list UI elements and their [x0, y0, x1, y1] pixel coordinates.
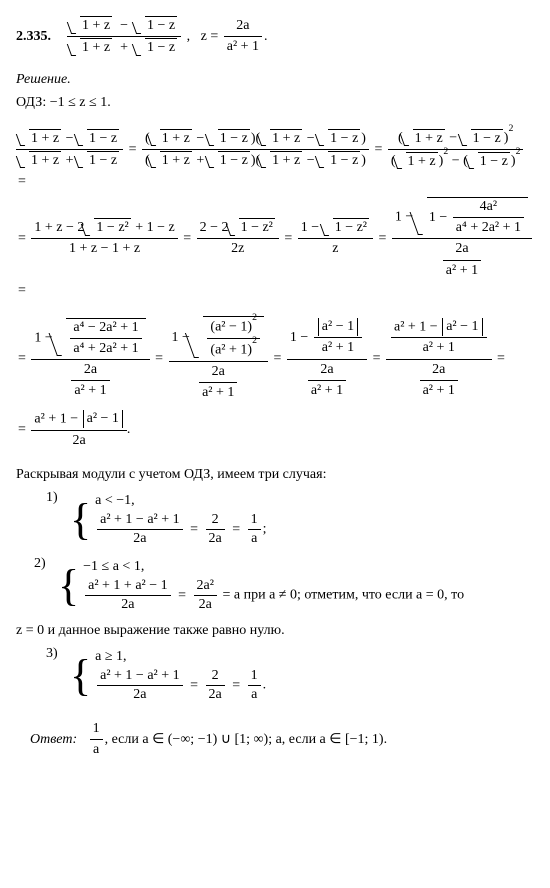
odz-label: ОДЗ:	[16, 95, 46, 110]
brace-icon: {	[58, 564, 79, 608]
case-2-num: 2)	[34, 556, 58, 616]
odz-range: −1 ≤ z ≤ 1.	[50, 95, 111, 110]
step-frac: (1 + z − 1 − z)(1 + z − 1 − z) (1 + z + …	[142, 129, 369, 170]
case-2-expr: a² + 1 + a² − 12a = 2a²2a = a при a ≠ 0;…	[83, 578, 464, 613]
case-3-cond: a ≥ 1,	[95, 649, 266, 665]
modulus-text: Раскрывая модули с учетом ОДЗ, имеем три…	[16, 466, 534, 484]
answer-text: , если a ∈ (−∞; −1) ∪ [1; ∞); a, если a …	[105, 732, 387, 747]
step-frac: a² + 1 − a² − 1 2a	[31, 410, 127, 450]
case-1-cond: a < −1,	[95, 493, 266, 509]
step-frac: a² + 1 − a² − 1a² + 1 2aa² + 1	[386, 318, 492, 400]
case-1-num: 1)	[46, 490, 70, 550]
solution-label: Решение.	[16, 71, 534, 89]
step-frac: 1 − a⁴ − 2a² + 1a⁴ + 2a² + 1 2aa² + 1	[31, 318, 149, 401]
answer-line: Ответ: 1 a , если a ∈ (−∞; −1) ∪ [1; ∞);…	[16, 720, 534, 759]
sqrt-icon: 1 + z	[71, 38, 112, 57]
odz-line: ОДЗ: −1 ≤ z ≤ 1.	[16, 94, 534, 112]
problem-number: 2.335.	[16, 29, 51, 44]
step-frac: (1 + z − 1 − z)2 (1 + z)2 − (1 − z)2	[388, 128, 524, 171]
case-1-expr: a² + 1 − a² + 12a = 22a = 1a;	[95, 512, 266, 547]
step-frac: 1 − a² − 1a² + 1 2aa² + 1	[287, 318, 367, 400]
problem-z-frac: 2a a² + 1	[224, 17, 262, 56]
case-2-brace: 2) { −1 ≤ a < 1, a² + 1 + a² − 12a = 2a²…	[34, 556, 534, 616]
step-frac: 1 + z − 1 − z 1 + z + 1 − z	[16, 129, 123, 170]
case-3-num: 3)	[46, 646, 70, 706]
case-3-expr: a² + 1 − a² + 12a = 22a = 1a.	[95, 668, 266, 703]
answer-label: Ответ:	[30, 732, 77, 747]
derivation-line-1: 1 + z − 1 − z 1 + z + 1 − z = (1 + z − 1…	[16, 126, 534, 191]
brace-icon: {	[70, 498, 91, 542]
step-frac: 2 − 21 − z² 2z	[197, 218, 279, 258]
step-frac: 1 − 1 − 4a²a⁴ + 2a² + 1 2aa² + 1	[392, 197, 532, 280]
sqrt-icon: 1 + z	[71, 16, 112, 35]
sqrt-icon: 1 − z	[136, 38, 177, 57]
step-frac: 1 − (a² − 1)2(a² + 1)2 2aa² + 1	[169, 316, 268, 402]
derivation-line-4: = a² + 1 − a² − 1 2a .	[16, 408, 534, 452]
step-frac: 1 − 1 − z² z	[298, 218, 373, 258]
derivation-line-2: = 1 + z − 21 − z² + 1 − z 1 + z − 1 + z …	[16, 195, 534, 300]
sqrt-icon: 1 − z	[136, 16, 177, 35]
z-equals-label: z =	[201, 29, 219, 44]
problem-line: 2.335. 1 + z − 1 − z 1 + z + 1 − z , z =…	[16, 16, 534, 57]
derivation-line-3: = 1 − a⁴ − 2a² + 1a⁴ + 2a² + 1 2aa² + 1 …	[16, 314, 534, 404]
case-2-cond: −1 ≤ a < 1,	[83, 559, 464, 575]
case-3-brace: 3) { a ≥ 1, a² + 1 − a² + 12a = 22a = 1a…	[46, 646, 534, 706]
answer-frac: 1 a	[90, 720, 103, 759]
brace-icon: {	[70, 654, 91, 698]
case-1-brace: 1) { a < −1, a² + 1 − a² + 12a = 22a = 1…	[46, 490, 534, 550]
step-frac: 1 + z − 21 − z² + 1 − z 1 + z − 1 + z	[31, 218, 177, 258]
case-2-extra: z = 0 и данное выражение также равно нул…	[16, 622, 534, 640]
problem-main-frac: 1 + z − 1 − z 1 + z + 1 − z	[67, 16, 181, 57]
